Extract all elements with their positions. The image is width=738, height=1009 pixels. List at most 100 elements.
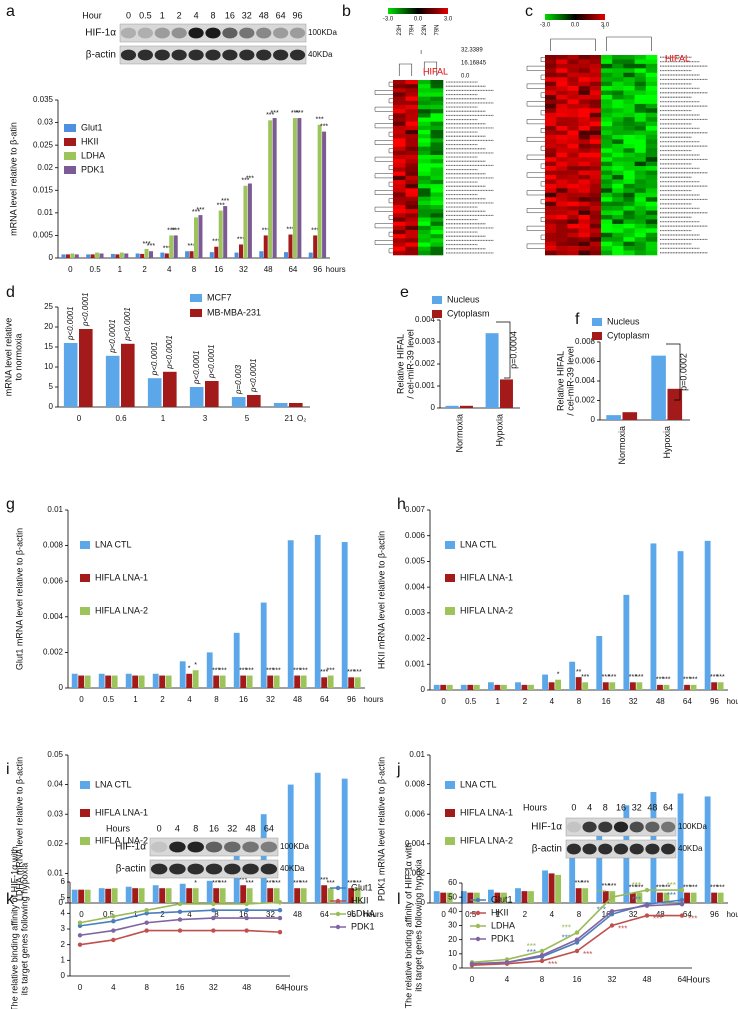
heatmap-cell (393, 171, 406, 177)
bar (629, 682, 636, 690)
heatmap-cell (405, 171, 419, 177)
heatmap-cell (418, 200, 431, 206)
blot-row-label: HIF-1α (85, 28, 116, 39)
heatmap-cell (578, 152, 591, 158)
heatmap-cell (545, 95, 557, 100)
panel-letter: b (342, 3, 351, 20)
x-tick-label: 64 (678, 975, 687, 984)
legend-marker (335, 911, 341, 917)
heatmap-cell (545, 99, 557, 105)
heatmap-cell (405, 250, 419, 256)
heatmap-cell (645, 250, 658, 256)
bar (194, 217, 199, 258)
bar (218, 210, 223, 258)
heatmap-cell (430, 184, 444, 189)
bar (622, 412, 638, 420)
heatmap-cell (612, 72, 624, 78)
significance-label: *** (632, 895, 641, 904)
heatmap-cell (612, 219, 624, 225)
bar (240, 885, 247, 903)
y-tick-label: 5 (61, 893, 66, 902)
heatmap-cell (612, 68, 624, 74)
heatmap-cell (393, 250, 406, 256)
bar (663, 684, 670, 690)
significance-label: *** (217, 202, 225, 209)
bar (105, 888, 112, 903)
heatmap-cell (589, 183, 602, 189)
point (211, 928, 216, 933)
blot-lane-label: 0 (571, 802, 576, 812)
heatmap-cell (612, 121, 624, 127)
y-tick-label: 0.004 (43, 612, 64, 621)
bar (186, 888, 193, 903)
x-tick-label: 16 (239, 695, 248, 704)
heatmap-cell (578, 157, 591, 162)
legend-label: PDK1 (491, 933, 515, 943)
heatmap-cell (589, 81, 602, 87)
heatmap-cell (545, 241, 557, 247)
highlight-label: HIFAL (423, 66, 448, 76)
heatmap-cell (418, 175, 431, 181)
bar (121, 343, 135, 407)
legend-label: Glut1 (351, 882, 373, 892)
bar (313, 235, 318, 258)
significance-label: *** (219, 667, 227, 674)
x-tick-label: 2 (523, 910, 528, 919)
heatmap-cell (578, 232, 591, 238)
heatmap-cell (634, 121, 647, 127)
bar (173, 235, 178, 258)
bar (294, 888, 301, 903)
y-tick-label: 10 (44, 362, 53, 371)
heatmap-cell (589, 170, 602, 176)
heatmap-cell (418, 234, 431, 239)
legend-swatch (64, 166, 76, 174)
heatmap-cell (634, 126, 647, 131)
significance-label: *** (291, 110, 299, 117)
x-tick-label: 0 (470, 975, 475, 984)
heatmap-cell (567, 246, 579, 251)
blot-lane-label: 64 (663, 802, 673, 812)
heatmap-cell (567, 99, 579, 105)
bar (189, 387, 204, 407)
heatmap-cell (612, 246, 624, 251)
x-tick-label: 96 (347, 695, 356, 704)
x-tick-label: 96 (710, 910, 719, 919)
y-tick-label: 0.008 (405, 780, 426, 789)
heatmap-cell (430, 213, 444, 218)
heatmap-cell (430, 163, 444, 168)
bar (446, 684, 453, 690)
blot-band (273, 49, 289, 61)
heatmap-cell (623, 232, 635, 238)
bar (500, 684, 507, 690)
significance-label: *** (311, 227, 319, 234)
heatmap-cell (418, 105, 431, 110)
x-axis-label: hours (726, 697, 738, 706)
point (144, 928, 149, 933)
heatmap-cell (430, 221, 444, 227)
bar (528, 684, 534, 690)
x-tick-label: 0 (441, 910, 446, 919)
significance-label: *** (597, 888, 606, 897)
heatmap-cell (578, 206, 591, 211)
heatmap-cell (612, 139, 624, 145)
x-axis-label: hours (326, 265, 346, 274)
legend-swatch (190, 309, 202, 317)
heatmap-cell (578, 139, 591, 145)
y-tick-label: 15 (44, 342, 53, 351)
significance-label: *** (683, 884, 691, 891)
heatmap-cell (393, 155, 406, 160)
heatmap-cell (645, 192, 658, 198)
heatmap-cell (601, 143, 613, 149)
bar (86, 254, 91, 258)
heatmap-cell (623, 183, 635, 189)
heatmap-cell (634, 201, 647, 207)
point (277, 908, 283, 913)
x-tick-label: 4 (550, 697, 555, 706)
y-axis-label: / cel-miR-39 level (565, 346, 575, 416)
bar (651, 355, 666, 420)
heatmap-cell (623, 179, 635, 185)
heatmap-cell (612, 90, 624, 96)
heatmap-cell (418, 196, 431, 202)
legend-swatch (80, 607, 90, 615)
heatmap-cell (405, 205, 419, 210)
